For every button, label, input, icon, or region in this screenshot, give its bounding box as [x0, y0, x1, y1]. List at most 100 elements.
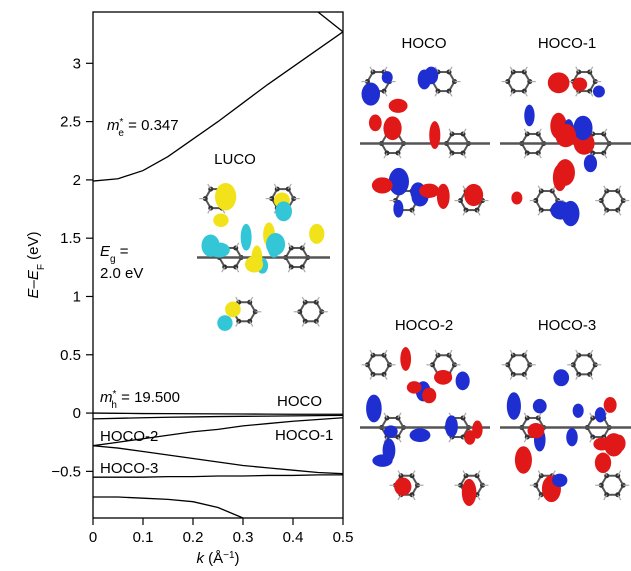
- bond: [235, 242, 240, 249]
- bond: [249, 320, 254, 327]
- molecule-image: [360, 66, 490, 218]
- orbital-lobe: [561, 200, 580, 227]
- orbital-lobe: [506, 392, 521, 420]
- bond: [462, 412, 467, 419]
- y-tick-label: 2.5: [60, 114, 81, 131]
- orbital-lobe: [409, 428, 431, 443]
- bond: [589, 90, 594, 97]
- orbital-lobe: [583, 154, 598, 173]
- orbital-lobe: [611, 434, 626, 453]
- orbital-lobe: [434, 369, 453, 385]
- bond: [603, 152, 608, 159]
- bond: [383, 436, 388, 443]
- band-line: [93, 445, 343, 475]
- bond: [537, 494, 542, 501]
- label-part: e: [118, 128, 124, 139]
- bond: [551, 470, 556, 477]
- orbital-lobe: [400, 347, 412, 371]
- orbital-lobe: [309, 223, 325, 244]
- band-line: [317, 12, 343, 33]
- bond: [617, 494, 622, 501]
- bond: [383, 412, 388, 419]
- bond: [523, 152, 528, 159]
- orbital-lobe: [393, 199, 404, 218]
- bond: [462, 152, 467, 159]
- orbital-lobe: [553, 369, 570, 387]
- annotation: HOCO: [277, 393, 322, 410]
- label-part: *: [113, 389, 117, 400]
- annotation: HOCO-2: [100, 428, 158, 445]
- orbital-lobe: [527, 422, 545, 439]
- orbital-lobe: [572, 403, 584, 418]
- bond: [235, 296, 240, 303]
- bond: [589, 436, 594, 443]
- bond: [287, 183, 292, 190]
- bond: [369, 66, 374, 73]
- orbital-lobe: [464, 430, 476, 445]
- label-part: 2.0 eV: [100, 265, 143, 282]
- bond: [287, 266, 292, 273]
- bond: [383, 90, 388, 97]
- label-part: m: [107, 117, 120, 134]
- bond: [448, 90, 453, 97]
- bond: [509, 374, 514, 380]
- label-part: –: [25, 279, 42, 288]
- bond: [462, 209, 467, 216]
- bond: [462, 128, 467, 135]
- bond: [397, 494, 402, 501]
- label-part: g: [110, 254, 116, 265]
- label-part: h: [111, 400, 117, 411]
- label-part: HOCO-1: [275, 427, 333, 444]
- band-line: [93, 414, 343, 420]
- bond: [462, 470, 467, 477]
- bond: [509, 90, 514, 97]
- orbital-lobe: [372, 454, 393, 467]
- annotation: 2.0 eV: [100, 265, 143, 282]
- orbital-lobe: [225, 301, 241, 318]
- bond: [434, 66, 439, 73]
- bond: [523, 374, 528, 380]
- bond: [301, 296, 306, 303]
- annotation: m* e = 0.347: [107, 117, 179, 139]
- orbital-lobe: [524, 104, 535, 127]
- orbital-lobe: [366, 394, 382, 423]
- bond: [603, 209, 608, 216]
- label-part: (Å: [204, 550, 223, 567]
- bond: [589, 66, 594, 73]
- plot-frame: [92, 11, 344, 519]
- label-part: HOCO-2: [100, 428, 158, 445]
- molecule-image: [197, 183, 330, 331]
- x-tick-label: 0.4: [283, 529, 304, 546]
- orbital-lobe: [245, 256, 264, 273]
- panel-title: HOCO-3: [538, 317, 596, 334]
- y-tick-label: −0.5: [51, 463, 81, 480]
- orbital-lobe: [593, 437, 610, 451]
- orbital-lobe: [275, 201, 292, 222]
- label-part: HOCO-3: [100, 460, 158, 477]
- bond: [617, 470, 622, 477]
- label-part: = 0.347: [124, 117, 179, 134]
- bond: [411, 470, 416, 477]
- orbital-lobe: [572, 77, 588, 92]
- bond: [617, 185, 622, 192]
- y-tick-label: 0: [73, 405, 81, 422]
- label-part: ): [235, 550, 240, 567]
- orbital-lobe: [445, 415, 458, 438]
- annotation: m* h = 19.500: [100, 389, 180, 411]
- bond: [383, 152, 388, 159]
- bond: [249, 296, 254, 303]
- label-part: HOCO: [277, 393, 322, 410]
- bond: [411, 209, 416, 216]
- band-line: [93, 417, 343, 447]
- orbital-lobe: [573, 115, 593, 141]
- molecule-image: [360, 347, 490, 507]
- orbital-lobe: [265, 233, 286, 256]
- bond: [301, 266, 306, 273]
- y-axis-label: E–EF (eV): [25, 232, 47, 299]
- band-line: [93, 31, 343, 182]
- bond: [476, 209, 481, 216]
- bond: [537, 128, 542, 135]
- bond: [448, 436, 453, 443]
- bond: [397, 470, 402, 477]
